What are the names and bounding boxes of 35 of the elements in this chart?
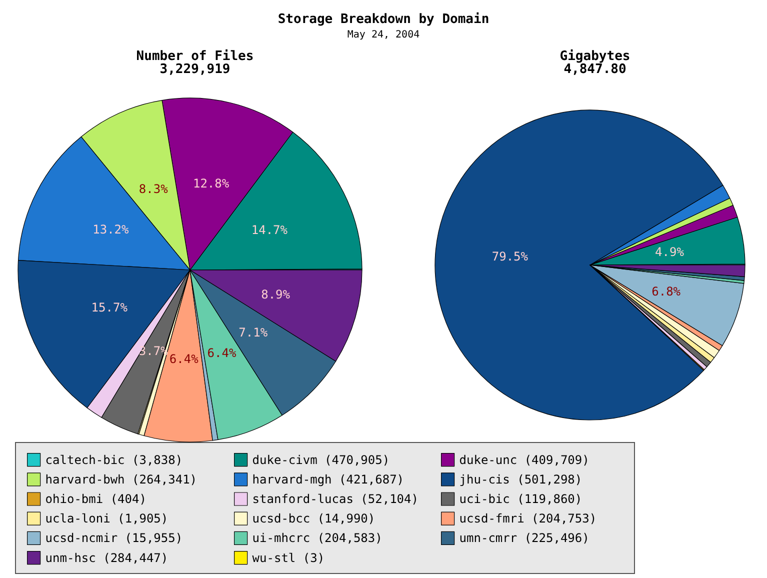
data-label: 12.8%: [192, 176, 230, 191]
legend-label: umn-cmrr (225,496): [459, 531, 590, 546]
data-label: 6.4%: [207, 346, 237, 360]
slice-label: Gigabytes: [560, 49, 630, 64]
legend-label: duke-civm (470,905): [252, 452, 390, 467]
chart-subtitle: May 24, 2004: [347, 30, 420, 40]
data-label: 79.5%: [492, 250, 529, 264]
legend-label: duke-unc (409,709): [459, 452, 590, 467]
chart-title: Storage Breakdown by Domain: [278, 12, 490, 27]
legend-label: caltech-bic (3,838): [45, 452, 183, 467]
text: 3,229,919: [160, 62, 230, 77]
legend-label: ui-mhcrc (204,583): [252, 531, 382, 546]
slice-label: Number of Files: [136, 49, 254, 64]
data-label: 8.3%: [138, 182, 169, 196]
text: 4,847.80: [564, 62, 626, 77]
data-label: 4.9%: [655, 245, 685, 260]
legend-label: ucsd-ncmir (15,955): [45, 531, 183, 546]
data-label: 14.7%: [251, 222, 288, 237]
legend-label: harvard-mgh (421,687): [252, 472, 404, 486]
data-label: 15.7%: [91, 300, 128, 315]
legend-label: ucsd-fmri (204,753): [459, 512, 597, 526]
data-label: 6.8%: [652, 284, 682, 298]
legend-label: ohio-bmi (404): [45, 492, 146, 506]
data-label: 6.4%: [169, 352, 200, 366]
data-label: 7.1%: [238, 326, 268, 340]
legend-label: jhu-cis (501,298): [459, 472, 582, 486]
data-label: 8.9%: [261, 288, 291, 302]
legend-label: unm-hsc (284,447): [45, 550, 168, 565]
legend-label: ucla-loni (1,905): [45, 512, 168, 526]
legend-label: stanford-lucas (52,104): [252, 492, 418, 506]
legend-label: wu-stl (3): [252, 550, 325, 565]
legend-label: uci-bic (119,860): [459, 492, 582, 506]
data-label: 13.2%: [92, 222, 130, 237]
legend-label: harvard-bwh (264,341): [45, 472, 198, 486]
legend-label: ucsd-bcc (14,990): [252, 512, 376, 526]
